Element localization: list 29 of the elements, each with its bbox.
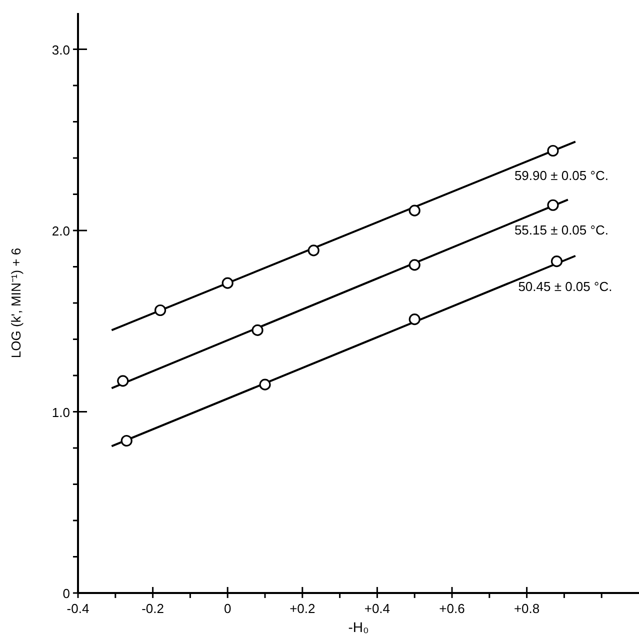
x-axis-title: -H₀ <box>348 619 369 635</box>
y-axis-title: LOG (k', MIN⁻¹) + 6 <box>8 248 24 358</box>
y-tick-label: 3.0 <box>52 42 70 58</box>
x-tick-label: -0.4 <box>66 601 90 616</box>
point <box>408 314 420 326</box>
x-tick-label: -0.2 <box>142 601 164 616</box>
point <box>547 199 559 211</box>
point <box>547 144 559 157</box>
point <box>154 304 166 316</box>
x-tick-label: +0.4 <box>364 601 390 616</box>
y-tick-label: 2.0 <box>52 224 70 238</box>
point <box>252 324 264 336</box>
point <box>408 204 420 216</box>
series-label: 50.45 ± 0.05 °C. <box>518 278 612 294</box>
point <box>222 277 234 289</box>
point <box>259 378 271 390</box>
point <box>308 244 320 256</box>
y-tick-label: 1.0 <box>52 404 70 420</box>
x-tick-label: +0.6 <box>439 601 465 616</box>
x-tick-label: +0.2 <box>290 601 316 616</box>
x-tick-label: 0 <box>224 601 232 616</box>
y-tick-label: 0 <box>62 586 70 601</box>
series-label: 55.15 ± 0.05 °C. <box>514 222 608 238</box>
point <box>120 434 132 447</box>
x-tick-label: +0.8 <box>514 601 540 616</box>
series-label: 59.90 ± 0.05 °C. <box>514 168 608 184</box>
point <box>550 256 563 268</box>
point <box>408 259 420 271</box>
point <box>117 375 129 387</box>
